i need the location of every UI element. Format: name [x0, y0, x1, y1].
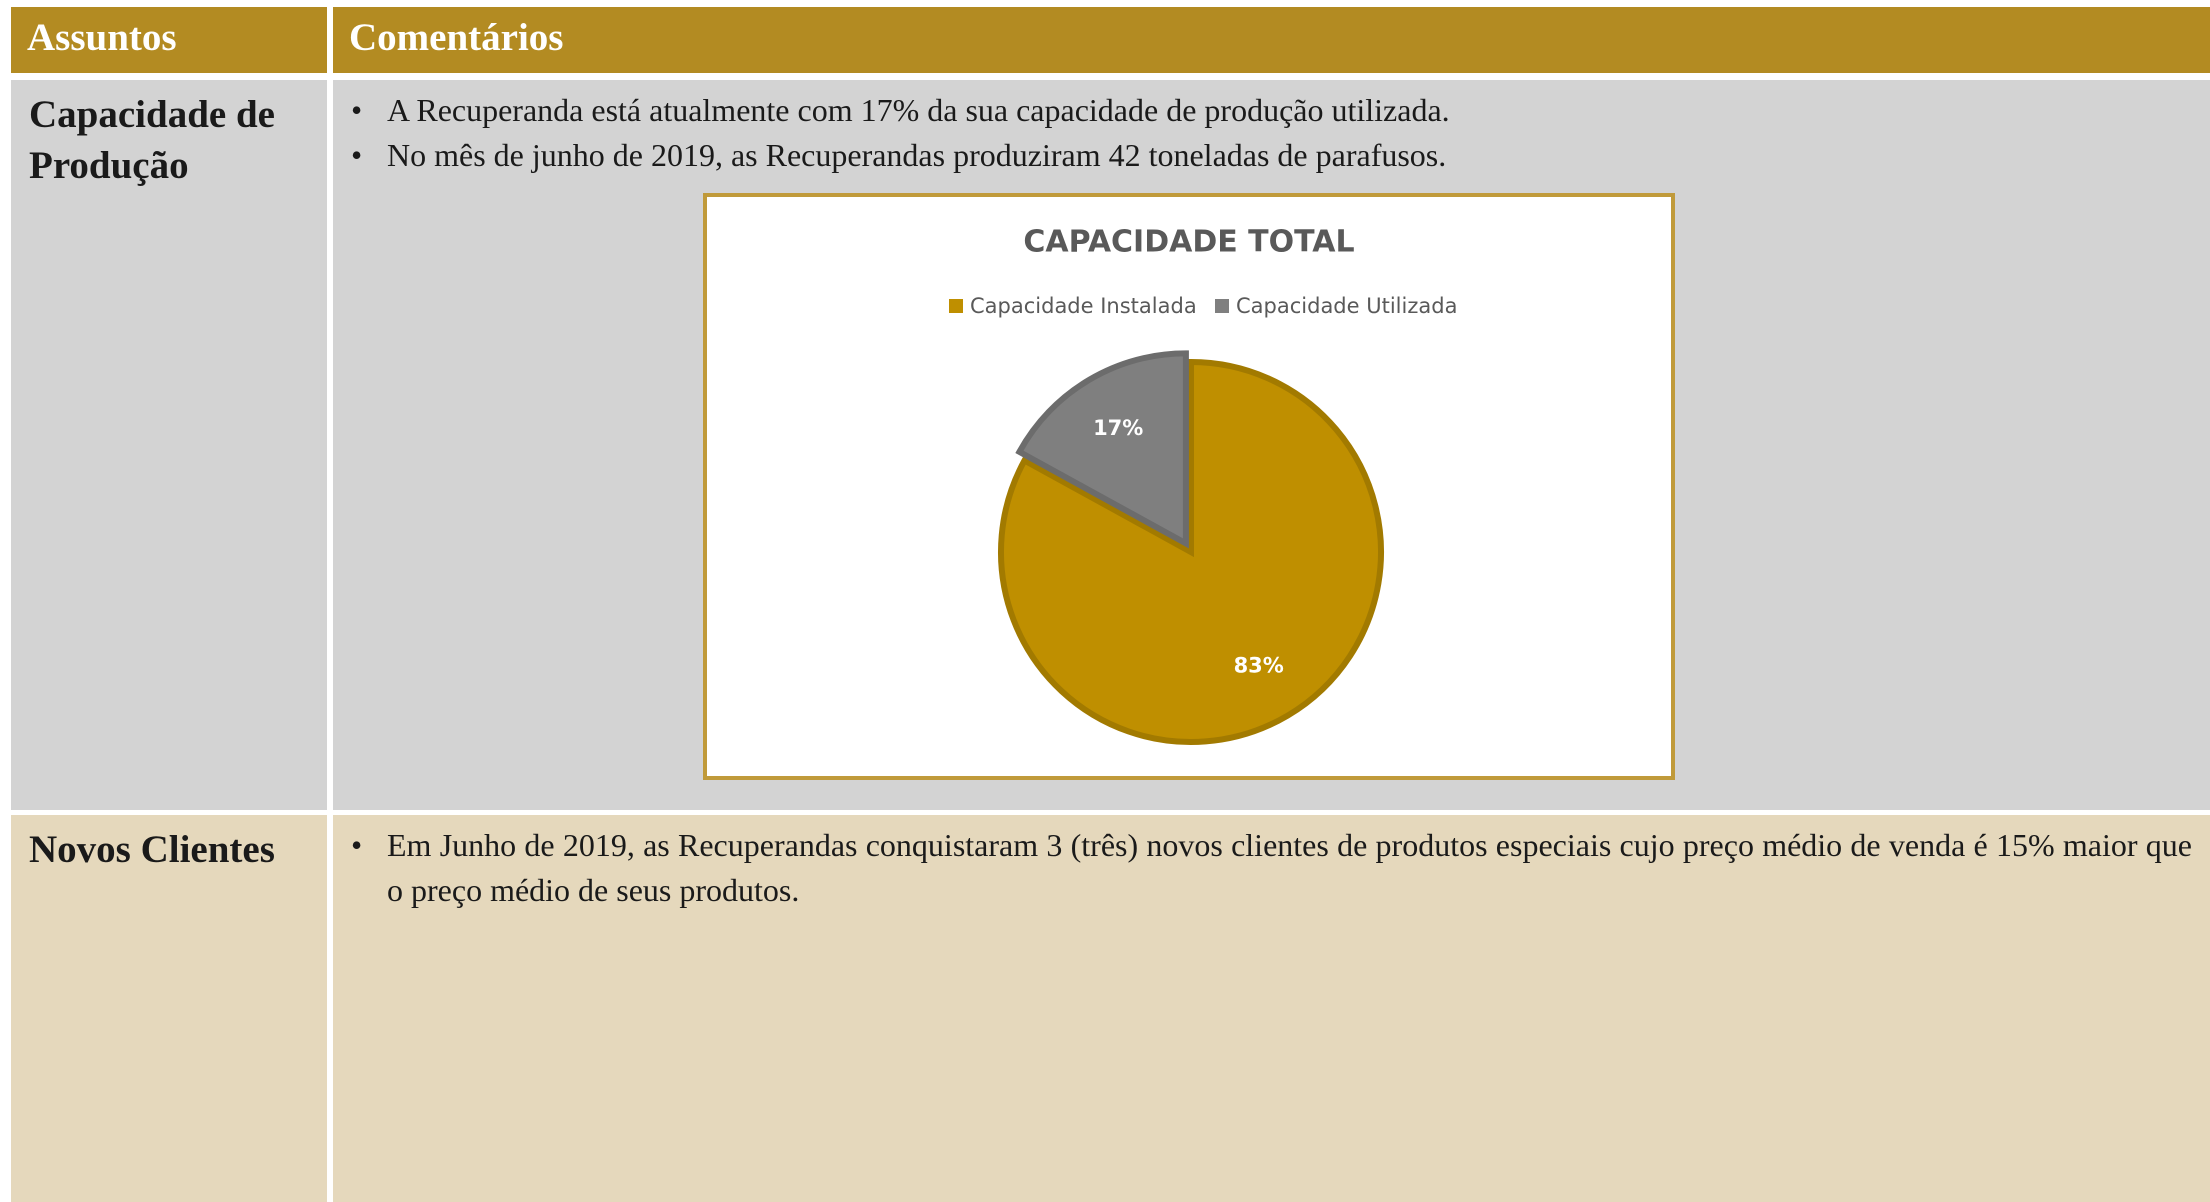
- header-cell: Comentários: [333, 7, 2210, 73]
- subject-cell: Capacidade de Produção: [11, 80, 327, 810]
- bullet-list: A Recuperanda está atualmente com 17% da…: [351, 88, 2192, 179]
- bullet: Em Junho de 2019, as Recuperandas conqui…: [351, 823, 2192, 914]
- bullet: A Recuperanda está atualmente com 17% da…: [351, 88, 2192, 134]
- subject-cell: Novos Clientes: [11, 815, 327, 1202]
- comment-cell: A Recuperanda está atualmente com 17% da…: [333, 80, 2210, 810]
- comment-cell: Em Junho de 2019, as Recuperandas conqui…: [333, 815, 2210, 1202]
- header-cell: Assuntos: [11, 7, 327, 73]
- bullet-list: Em Junho de 2019, as Recuperandas conqui…: [351, 823, 2192, 914]
- bullet: No mês de junho de 2019, as Recuperandas…: [351, 133, 2192, 179]
